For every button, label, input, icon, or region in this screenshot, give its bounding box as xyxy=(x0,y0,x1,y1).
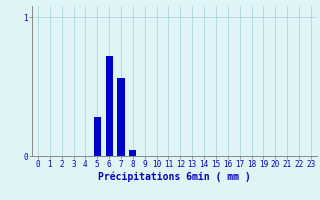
Bar xyxy=(129,150,136,156)
Bar xyxy=(94,117,101,156)
Bar xyxy=(117,78,124,156)
X-axis label: Précipitations 6min ( mm ): Précipitations 6min ( mm ) xyxy=(98,172,251,182)
Bar xyxy=(106,56,113,156)
